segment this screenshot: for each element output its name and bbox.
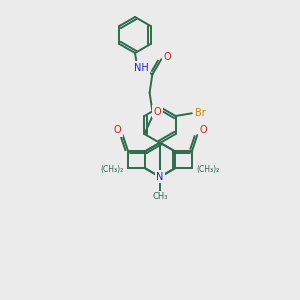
Text: (CH₃)₂: (CH₃)₂	[100, 165, 124, 174]
Text: CH₃: CH₃	[152, 192, 168, 201]
Text: NH: NH	[134, 63, 148, 73]
Text: O: O	[200, 125, 207, 135]
Text: (CH₃)₂: (CH₃)₂	[196, 165, 220, 174]
Text: O: O	[154, 106, 161, 117]
Text: N: N	[156, 172, 164, 182]
Text: O: O	[164, 52, 171, 62]
Text: Br: Br	[195, 108, 206, 118]
Text: O: O	[114, 125, 122, 135]
